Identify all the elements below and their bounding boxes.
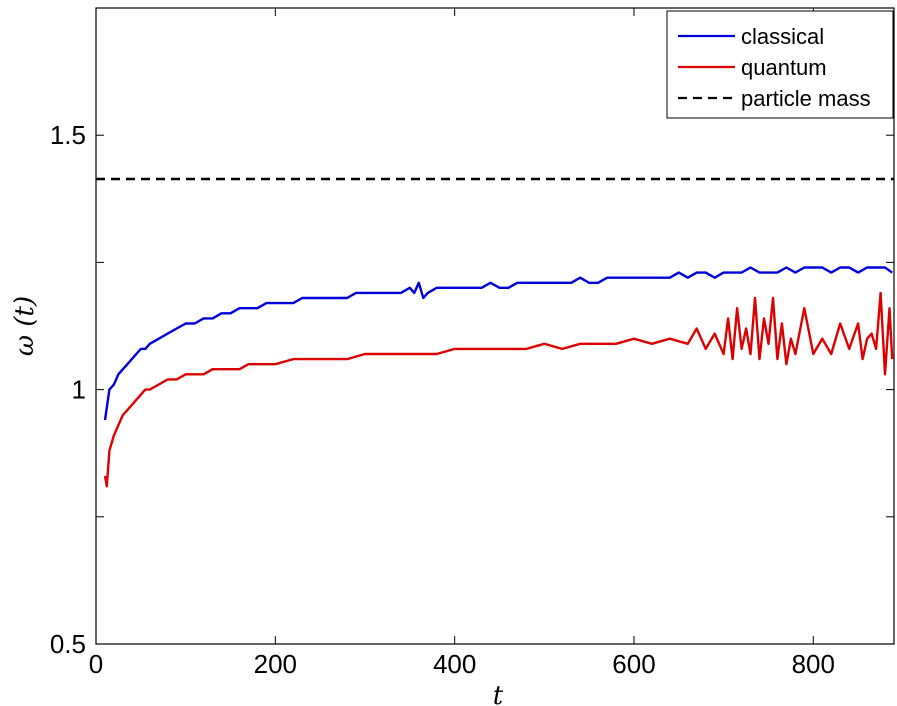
ticks-layer: 0 200 400 600 800 0.5 1 1.5	[50, 8, 894, 679]
legend: classical quantum particle mass	[666, 10, 894, 119]
series-line-classical	[103, 266, 893, 421]
legend-label-quantum: quantum	[741, 55, 827, 80]
x-axis-label: t	[493, 681, 504, 706]
plot-frame	[95, 7, 895, 645]
legend-label-particle-mass: particle mass	[741, 86, 871, 111]
legend-label-classical: classical	[741, 24, 824, 49]
x-tick-label: 800	[792, 649, 835, 679]
series-line-quantum	[103, 291, 894, 488]
y-tick-label: 1.5	[50, 120, 86, 150]
x-tick-label: 200	[254, 649, 297, 679]
y-axis-label: ω (t)	[10, 296, 40, 356]
y-tick-label: 1	[72, 375, 86, 405]
x-tick-label: 400	[433, 649, 476, 679]
y-tick-label: 0.5	[50, 629, 86, 659]
series-layer	[96, 177, 894, 488]
x-tick-label: 0	[89, 649, 103, 679]
x-tick-label: 600	[612, 649, 655, 679]
legend-box	[666, 10, 894, 119]
